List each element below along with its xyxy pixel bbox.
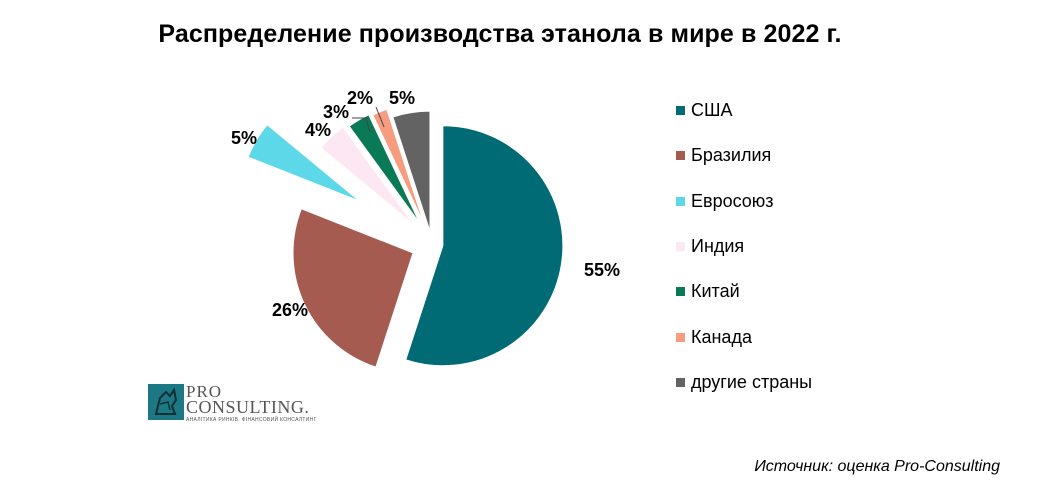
pie-slice-бразилия <box>292 208 414 368</box>
legend-label: Китай <box>691 281 740 302</box>
logo-tagline: АНАЛІТИКА РИНКІВ. ФІНАНСОВИЙ КОНСАЛТИНГ <box>186 417 317 423</box>
legend-swatch <box>676 151 685 161</box>
legend-label: другие страны <box>691 371 813 392</box>
legend-label: Евросоюз <box>691 190 774 211</box>
data-label-бразилия: 26% <box>272 300 308 320</box>
chart-title: Распределение производства этанола в мир… <box>158 20 842 48</box>
data-label-другие-страны: 5% <box>389 88 415 108</box>
legend-label: Бразилия <box>691 145 772 166</box>
legend-swatch <box>676 196 685 206</box>
pie-slice-сша <box>405 125 564 367</box>
legend-label: Канада <box>691 326 752 347</box>
pie-slice-индия <box>320 126 414 225</box>
data-label-индия: 4% <box>305 120 331 140</box>
legend-item-канада: Канада <box>676 314 812 359</box>
pie-slice-другие-страны <box>392 110 431 232</box>
pie-slice-евросоюз <box>247 124 361 202</box>
logo-name-text: CONSULTING. <box>186 397 310 417</box>
legend-item-сша: США <box>676 88 812 133</box>
legend-swatch <box>676 242 685 252</box>
pie-slice-китай <box>348 114 421 224</box>
legend-item-бразилия: Бразилия <box>676 133 812 178</box>
logo-pro-text: PRO <box>186 382 223 401</box>
legend-item-другие-страны: другие страны <box>676 360 812 405</box>
legend-swatch <box>676 332 685 342</box>
legend-item-индия: Индия <box>676 224 812 269</box>
legend-swatch <box>676 377 685 387</box>
legend-label: Индия <box>691 236 745 257</box>
data-label-сша: 55% <box>584 260 620 280</box>
legend-swatch <box>676 106 685 116</box>
pie-slice-канада <box>372 108 425 224</box>
leader-line-china <box>352 117 371 133</box>
data-label-китай: 3% <box>323 102 349 122</box>
chart-legend: США Бразилия Евросоюз Индия Китай Канада други… <box>676 88 812 405</box>
data-label-канада: 2% <box>347 88 373 108</box>
legend-item-евросоюз: Евросоюз <box>676 179 812 224</box>
data-label-евросоюз: 5% <box>231 128 257 148</box>
legend-label: США <box>691 100 733 121</box>
legend-item-китай: Китай <box>676 269 812 314</box>
pro-consulting-logo: PRO CONSULTING. АНАЛІТИКА РИНКІВ. ФІНАНС… <box>148 382 318 424</box>
leader-line-canada <box>375 106 385 128</box>
legend-swatch <box>676 287 685 297</box>
logo-emblem-icon <box>148 384 184 420</box>
source-note: Источник: оценка Pro-Consulting <box>754 458 1000 475</box>
